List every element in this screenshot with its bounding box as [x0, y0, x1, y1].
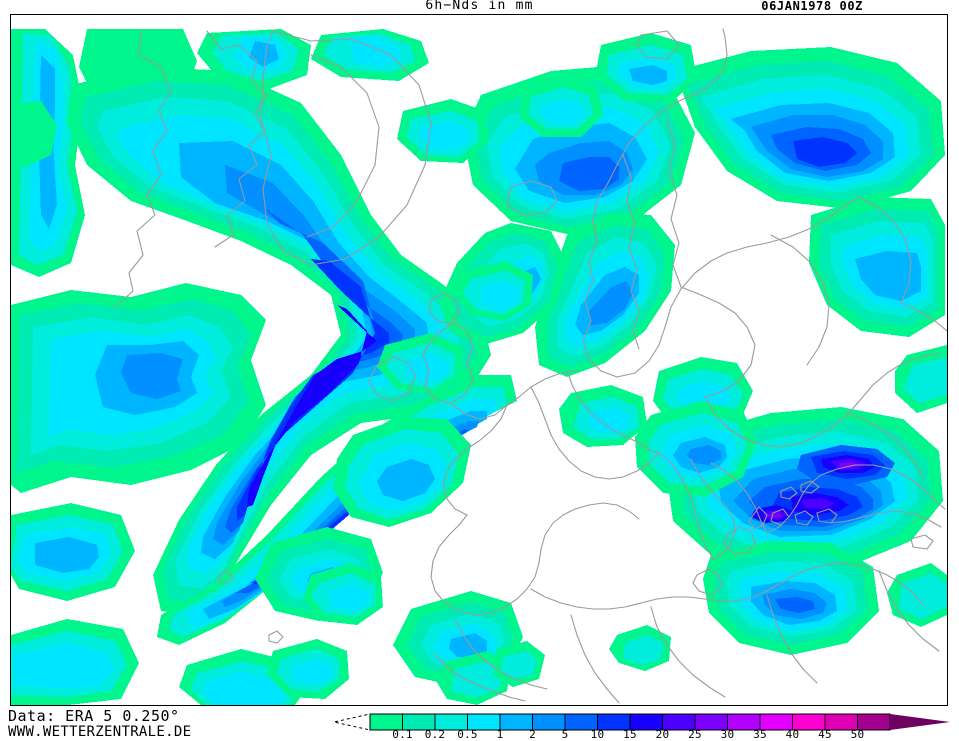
- colorbar-over-arrow-shape: [890, 714, 950, 730]
- colorbar-tick-label: 45: [818, 728, 832, 741]
- colorbar-cell: [467, 714, 500, 730]
- colorbar-cell: [565, 714, 598, 730]
- valid-time-label: 06JAN1978 00Z: [761, 0, 863, 13]
- colorbar-tick-label: 2: [529, 728, 536, 741]
- colorbar-cell: [727, 714, 760, 730]
- colorbar-cell: [500, 714, 533, 730]
- colorbar-under-arrow: [333, 713, 371, 731]
- colorbar: 0.1 0.2 0.5 1 2 5 10 15 20 25 30 35 40 45 50: [332, 712, 952, 741]
- colorbar-tick-label: 20: [655, 728, 670, 741]
- colorbar-cell: [695, 714, 728, 730]
- colorbar-tick-label: 25: [688, 728, 702, 741]
- colorbar-cell: [597, 714, 630, 730]
- colorbar-tick-label: 30: [720, 728, 735, 741]
- colorbar-tick-label: 5: [561, 728, 569, 741]
- colorbar-cell: [630, 714, 663, 730]
- colorbar-under-arrow-shape: [333, 713, 371, 731]
- colorbar-tick-label: 10: [590, 728, 605, 741]
- website-label: WWW.WETTERZENTRALE.DE: [8, 724, 192, 740]
- colorbar-cell: [532, 714, 565, 730]
- data-source-label: Data: ERA 5 0.250°: [8, 707, 180, 725]
- colorbar-tick-label: 1: [496, 728, 504, 741]
- colorbar-cell: [662, 714, 695, 730]
- colorbar-cell: [435, 714, 468, 730]
- colorbar-tick-label: 0.5: [457, 728, 478, 741]
- map-panel[interactable]: [10, 14, 948, 706]
- precipitation-field: [11, 15, 947, 705]
- map-header: 6h−Nds in mm 06JAN1978 00Z: [0, 0, 959, 14]
- colorbar-cells: [369, 713, 891, 731]
- colorbar-svg: [333, 713, 950, 731]
- colorbar-cell: [825, 714, 858, 730]
- colorbar-cell: [402, 714, 435, 730]
- colorbar-tick-label: 0.2: [424, 728, 446, 741]
- coastlines-and-borders: [114, 28, 947, 704]
- colorbar-over-arrow: [890, 714, 950, 730]
- colorbar-tick-label: 15: [623, 728, 637, 741]
- colorbar-cell: [792, 714, 825, 730]
- colorbar-cell: [760, 714, 793, 730]
- colorbar-cell: [370, 714, 403, 730]
- colorbar-tick-label: 0.1: [392, 728, 413, 741]
- colorbar-tick-label: 40: [785, 728, 800, 741]
- page-title: 6h−Nds in mm: [425, 0, 534, 13]
- colorbar-tick-label: 50: [850, 728, 865, 741]
- colorbar-tick-label: 35: [753, 728, 767, 741]
- colorbar-cell: [857, 714, 890, 730]
